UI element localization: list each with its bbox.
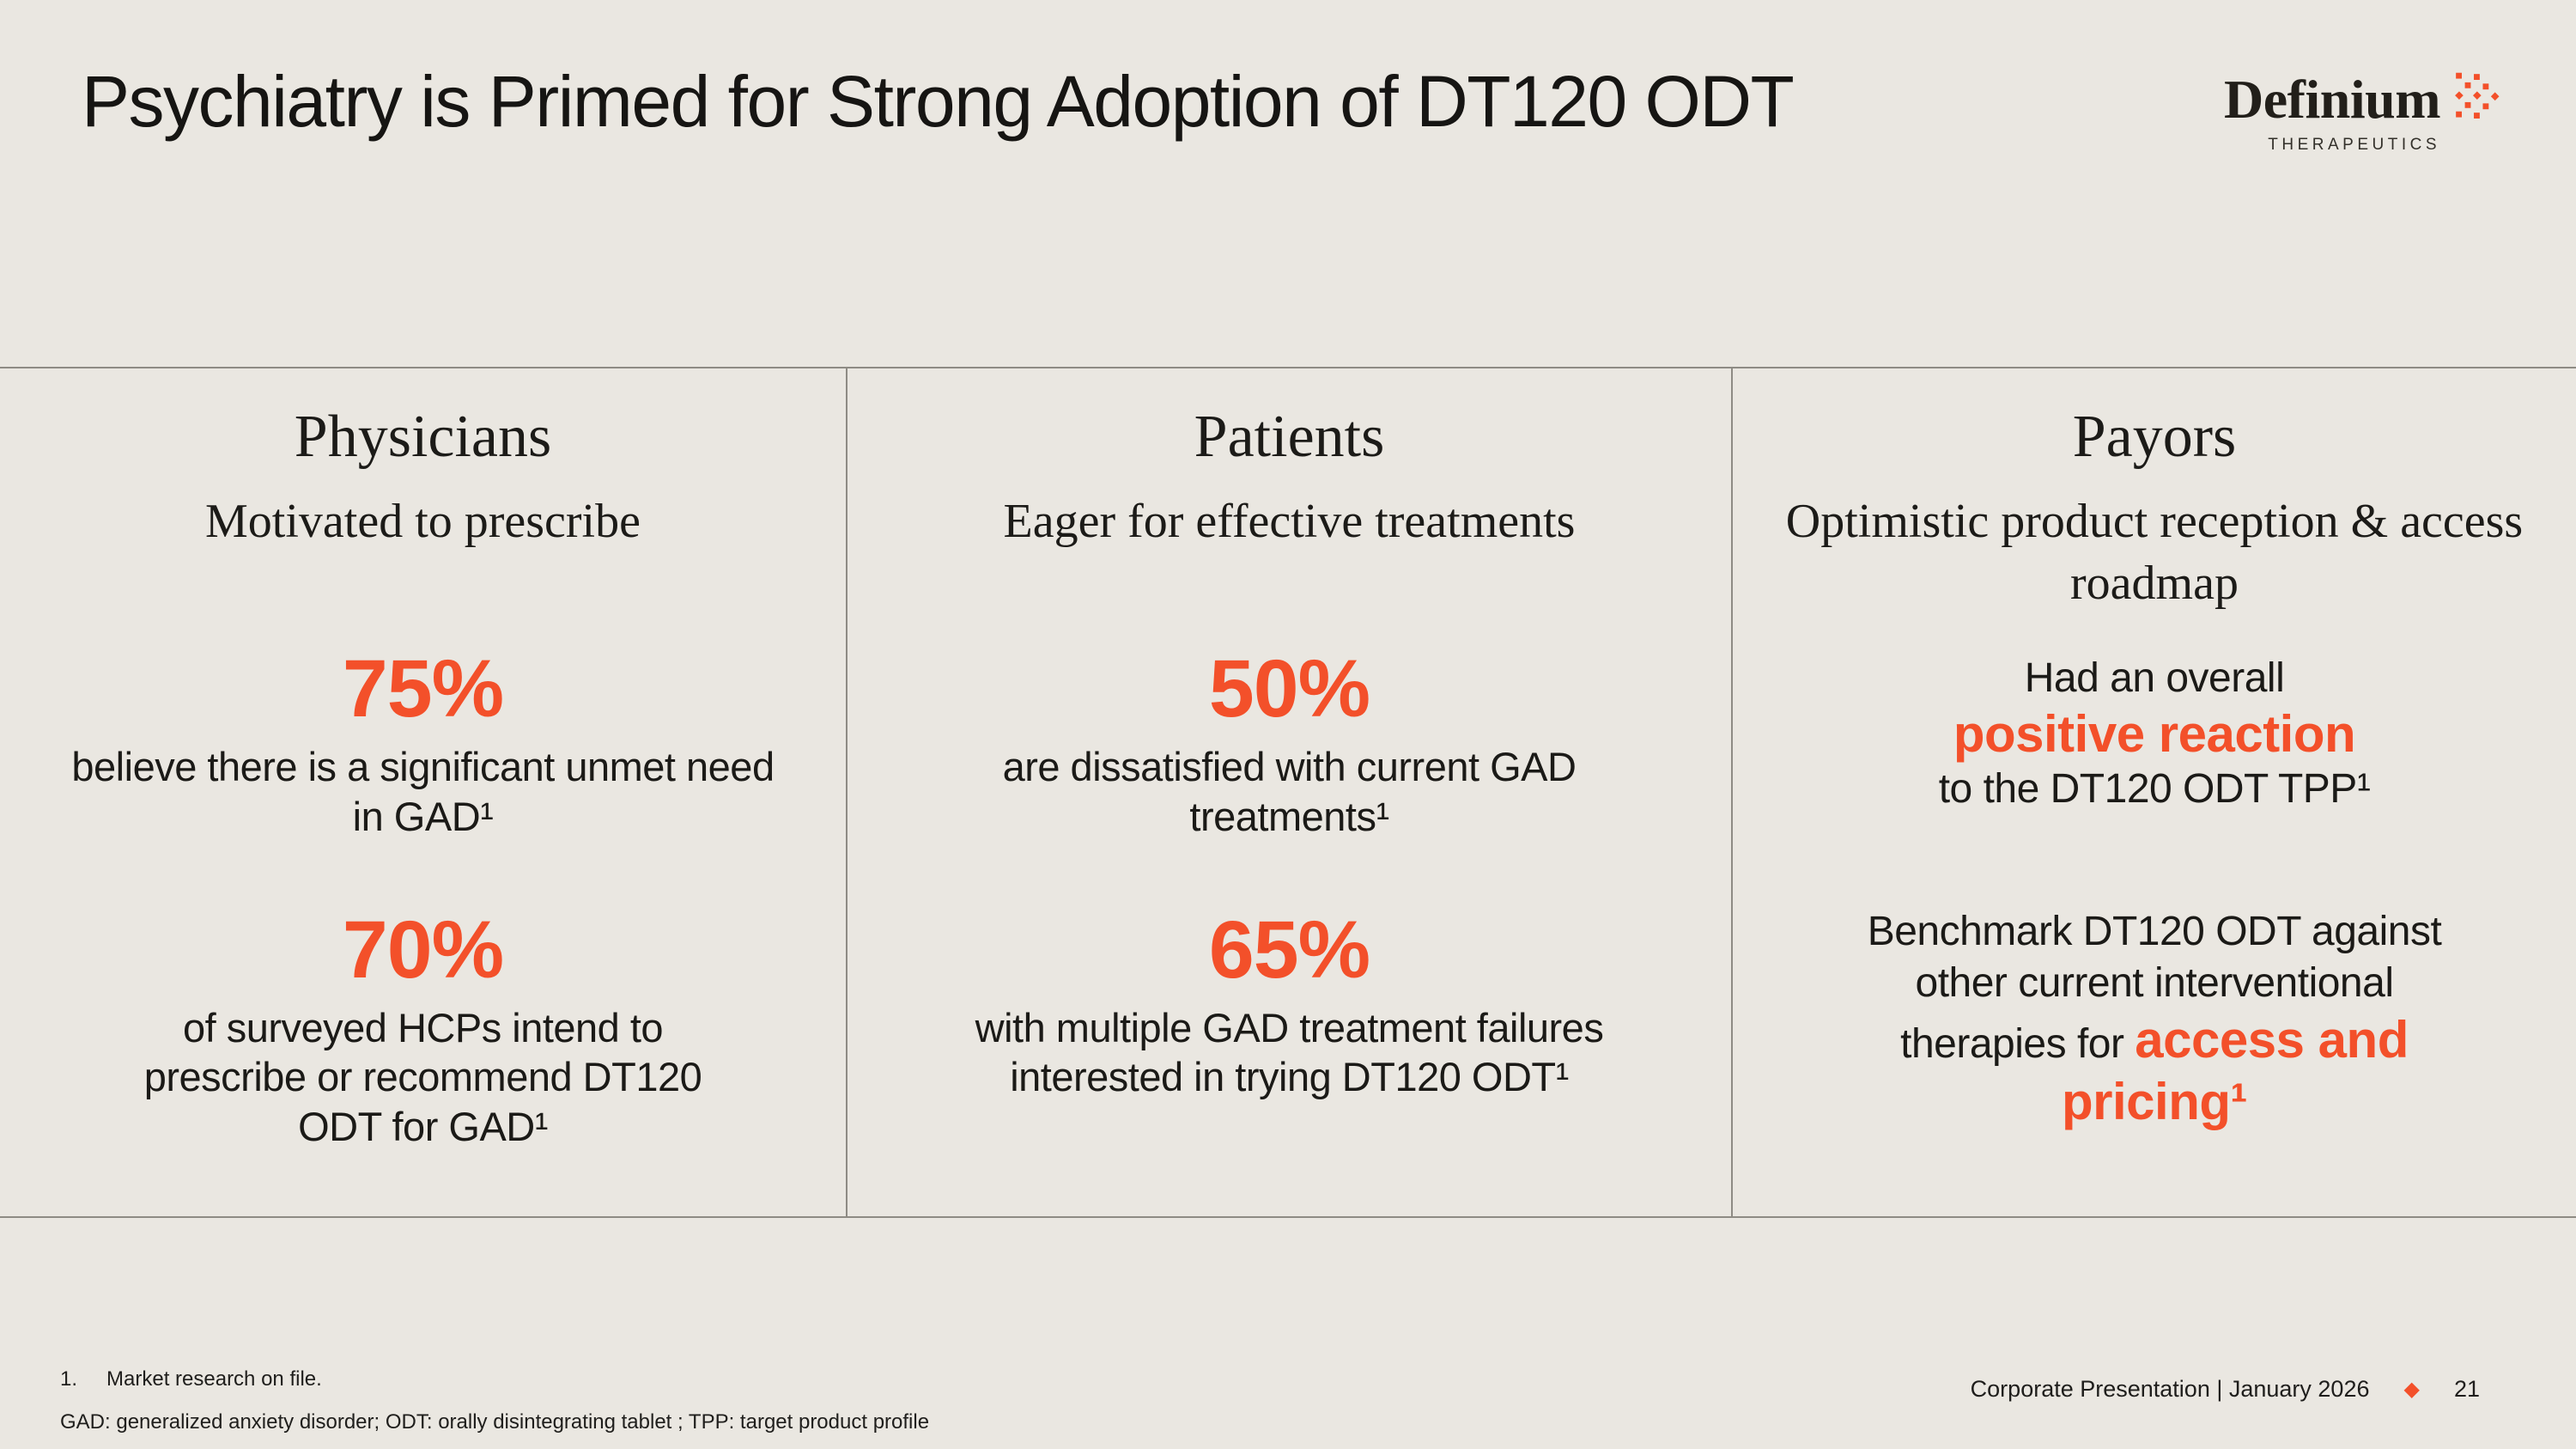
column-patients: Patients Eager for effective treatments … — [846, 368, 1731, 1216]
column-header: Patients — [1194, 404, 1385, 470]
stat-block: 50% are dissatisfied with current GAD tr… — [929, 648, 1650, 841]
stat-block: 70% of surveyed HCPs intend to prescribe… — [143, 904, 702, 1151]
logo-company-name: Definium — [2224, 69, 2441, 130]
payor-text-pre: Benchmark DT120 ODT against other curren… — [1867, 909, 2442, 1068]
stat-description: of surveyed HCPs intend to prescribe or … — [143, 1004, 702, 1149]
page-number: 21 — [2453, 1376, 2480, 1402]
footnote-number: 1. — [60, 1367, 78, 1391]
column-physicians: Physicians Motivated to prescribe 75% be… — [0, 368, 846, 1216]
content-band: Physicians Motivated to prescribe 75% be… — [0, 367, 2576, 1218]
payor-benchmark-block: Benchmark DT120 ODT against other curren… — [1862, 906, 2446, 1133]
definium-squares-icon — [2455, 72, 2500, 119]
payor-highlight-text: access and pricing¹ — [2062, 1011, 2409, 1131]
column-header: Payors — [2072, 404, 2237, 470]
slide-footer: Corporate Presentation | January 2026 ◆ … — [1971, 1376, 2480, 1403]
logo-wordmark: Definium THERAPEUTICS — [2224, 69, 2441, 155]
footer-presentation-label: Corporate Presentation | January 2026 — [1970, 1376, 2370, 1402]
stat-value: 65% — [1208, 904, 1370, 995]
column-subheader: Motivated to prescribe — [205, 494, 641, 548]
stat-description: are dissatisfied with current GAD treatm… — [1002, 744, 1577, 839]
stat-value: 70% — [342, 904, 504, 995]
column-subheader: Optimistic product reception & access ro… — [1785, 494, 2524, 611]
company-logo: Definium THERAPEUTICS — [2224, 72, 2500, 155]
column-header: Physicians — [294, 404, 552, 470]
stat-description: believe there is a significant unmet nee… — [71, 744, 775, 839]
stat-block: 75% believe there is a significant unmet… — [71, 648, 775, 841]
stat-value: 75% — [342, 643, 504, 735]
column-subheader: Eager for effective treatments — [1003, 494, 1576, 548]
footnote-line-2: GAD: generalized anxiety disorder; ODT: … — [60, 1410, 930, 1434]
payor-reaction-block: Had an overall positive reaction to the … — [1939, 653, 2371, 815]
stat-description: with multiple GAD treatment failures int… — [975, 1004, 1604, 1100]
diamond-icon: ◆ — [2403, 1377, 2420, 1401]
logo-tagline: THERAPEUTICS — [2268, 136, 2440, 154]
column-payors: Payors Optimistic product reception & ac… — [1731, 368, 2576, 1216]
payor-text-pre: Had an overall — [2024, 655, 2285, 702]
stat-value: 50% — [1208, 643, 1370, 735]
footnote-line-1: 1. Market research on file. — [60, 1367, 322, 1391]
payor-highlight-text: positive reaction — [1953, 705, 2356, 764]
payor-paragraph: Benchmark DT120 ODT against other curren… — [1862, 906, 2446, 1133]
footnote-text: Market research on file. — [106, 1367, 322, 1391]
stat-block: 65% with multiple GAD treatment failures… — [946, 904, 1633, 1102]
slide-title: Psychiatry is Primed for Strong Adoption… — [82, 61, 1795, 142]
payor-text-post: to the DT120 ODT TPP¹ — [1938, 766, 2371, 813]
